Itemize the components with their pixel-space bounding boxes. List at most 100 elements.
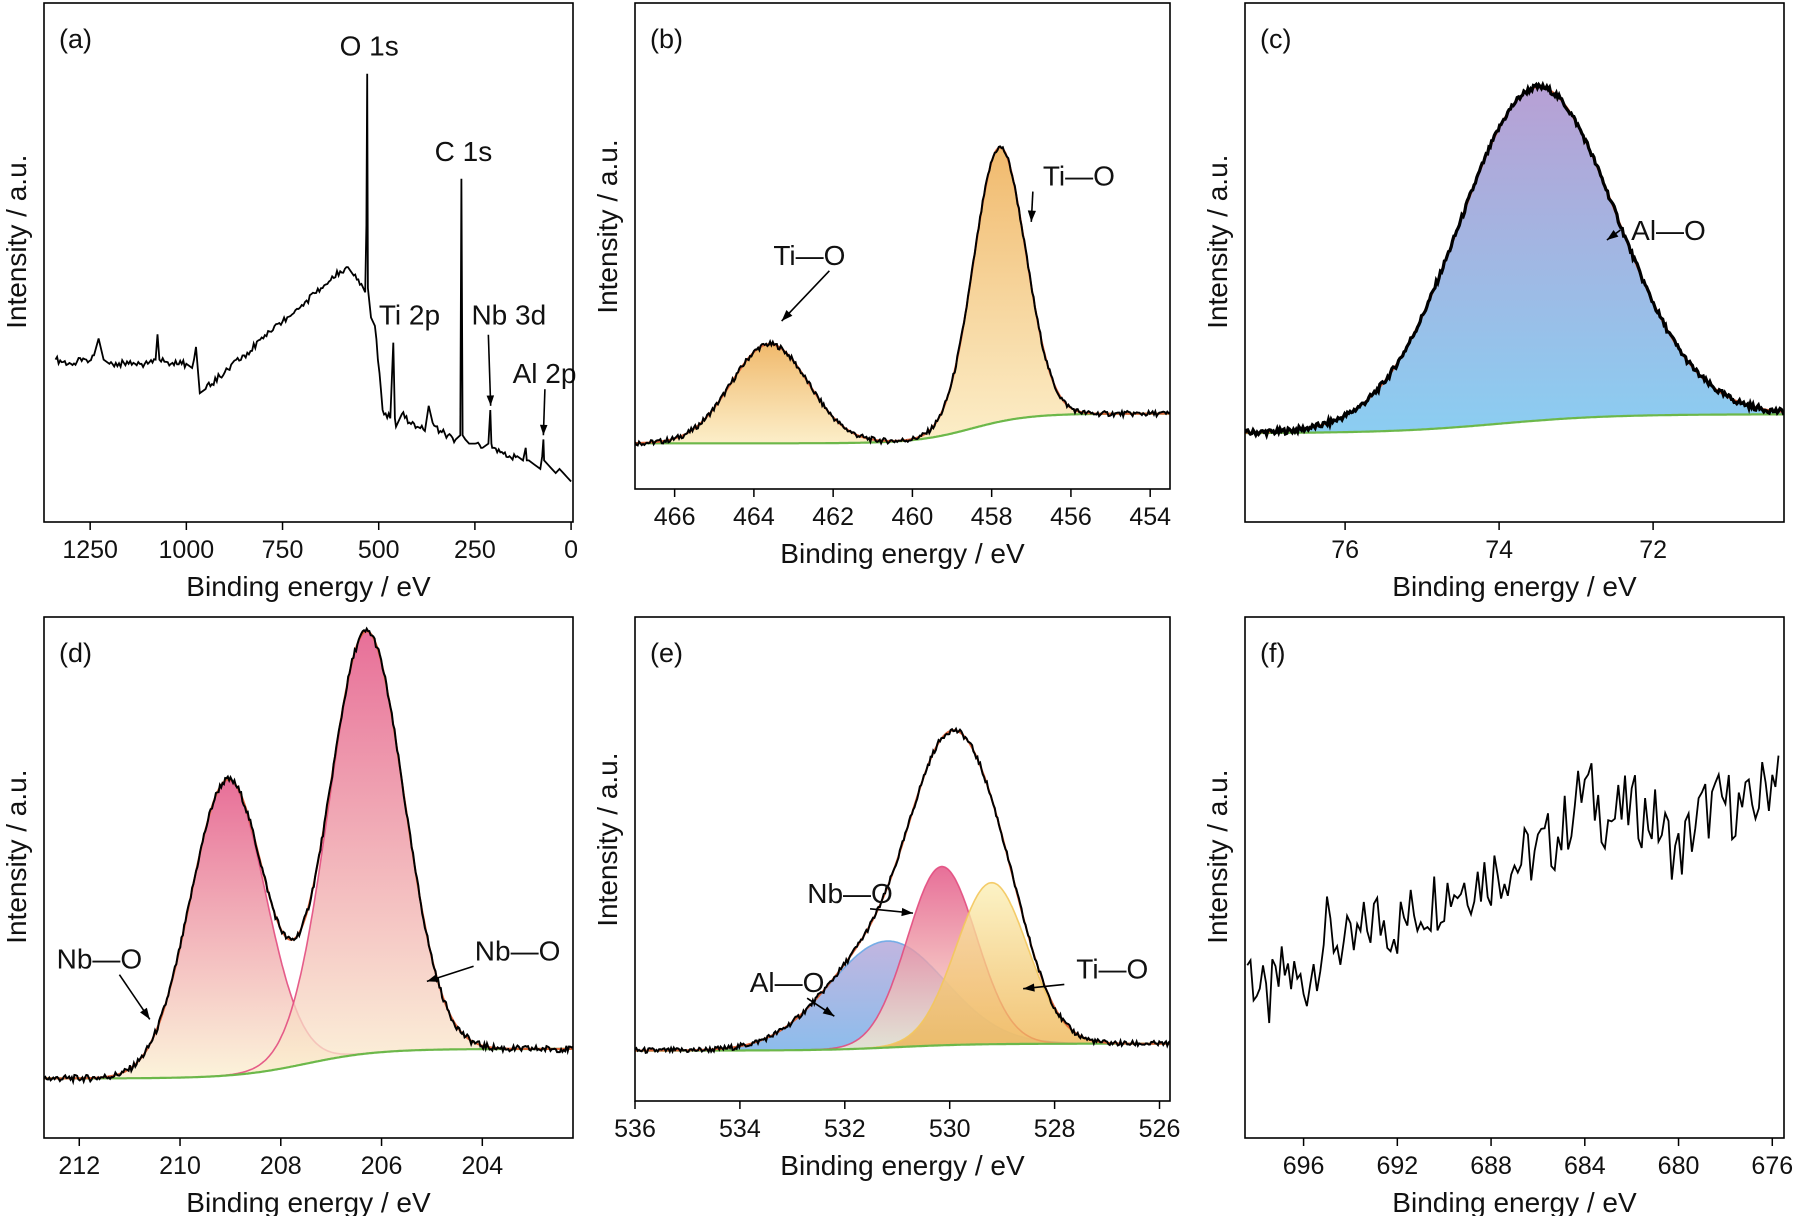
plot-frame bbox=[1244, 616, 1785, 1139]
peak-arrow-head bbox=[1023, 983, 1035, 992]
peak-label: Nb—O bbox=[57, 944, 143, 975]
y-axis-label: Intensity / a.u. bbox=[592, 139, 623, 313]
peak-label: Ti—O bbox=[773, 240, 845, 271]
plot-area bbox=[44, 626, 573, 1086]
peak-arrow-head bbox=[781, 310, 793, 322]
annotation-ti-2p: Ti 2p bbox=[379, 300, 440, 331]
x-tick-label: 460 bbox=[892, 503, 934, 531]
plot-frame bbox=[634, 616, 1171, 1102]
peak-fill-1 bbox=[635, 866, 1170, 1051]
peak-fill-2 bbox=[635, 882, 1170, 1051]
peak-label: Ti—O bbox=[1043, 161, 1115, 192]
x-tick-label: 456 bbox=[1050, 503, 1092, 531]
x-axis-label: Binding energy / eV bbox=[186, 1187, 431, 1216]
x-tick-label: 526 bbox=[1139, 1115, 1181, 1143]
survey-line bbox=[54, 73, 572, 483]
peak-label: Ti—O bbox=[1076, 953, 1148, 984]
annotation-al-2p: Al 2p bbox=[513, 358, 577, 389]
x-tick-label: 680 bbox=[1658, 1152, 1700, 1180]
plot-area bbox=[635, 145, 1170, 447]
x-tick-label: 250 bbox=[454, 536, 496, 564]
x-tick-label: 676 bbox=[1751, 1152, 1793, 1180]
arrow-nb3d bbox=[487, 334, 492, 406]
x-tick-label: 688 bbox=[1470, 1152, 1512, 1180]
x-axis-label: Binding energy / eV bbox=[186, 571, 431, 602]
plot-area bbox=[1245, 80, 1784, 441]
peak-label: Nb—O bbox=[807, 878, 893, 909]
peak-arrow-head bbox=[1027, 210, 1036, 222]
x-tick-label: 76 bbox=[1331, 536, 1359, 564]
plot-area bbox=[635, 726, 1170, 1055]
plot-area bbox=[1246, 755, 1780, 1024]
y-axis-label: Intensity / a.u. bbox=[1202, 769, 1233, 943]
x-tick-label: 532 bbox=[824, 1115, 866, 1143]
raw-spectrum bbox=[635, 145, 1170, 447]
x-tick-label: 466 bbox=[654, 503, 696, 531]
background-line bbox=[635, 1042, 1170, 1052]
y-axis-label: Intensity / a.u. bbox=[1, 155, 32, 329]
x-tick-label: 528 bbox=[1034, 1115, 1076, 1143]
panel-label: (c) bbox=[1260, 24, 1291, 54]
panel-label: (d) bbox=[59, 638, 92, 668]
peak-fill-0 bbox=[44, 780, 573, 1079]
x-tick-label: 458 bbox=[971, 503, 1013, 531]
peak-label: Al—O bbox=[1631, 215, 1706, 246]
peak-fill-0 bbox=[635, 344, 1170, 444]
x-tick-label: 0 bbox=[564, 536, 578, 564]
fit-envelope bbox=[635, 146, 1170, 445]
raw-spectrum bbox=[1245, 80, 1784, 441]
x-tick-label: 684 bbox=[1564, 1152, 1606, 1180]
panel-b: 466 464 462 460 458 456 454 Binding energy / eV… bbox=[592, 2, 1171, 569]
plot-frame bbox=[43, 2, 574, 523]
plot-frame bbox=[43, 616, 574, 1139]
peak-arrow-head bbox=[822, 1006, 835, 1017]
x-tick-label: 530 bbox=[929, 1115, 971, 1143]
annotation-o-1s: O 1s bbox=[340, 31, 399, 62]
y-axis-label: Intensity / a.u. bbox=[592, 752, 623, 926]
x-tick-label: 1000 bbox=[159, 536, 215, 564]
arrow-al2p-head bbox=[539, 424, 548, 436]
x-tick-label: 692 bbox=[1376, 1152, 1418, 1180]
spectrum-line bbox=[1246, 755, 1780, 1024]
x-axis-label: Binding energy / eV bbox=[1392, 571, 1637, 602]
plot-area bbox=[54, 73, 572, 483]
panel-f: 696 692 688 684 680 676 Binding energy / eV Int… bbox=[1202, 616, 1793, 1216]
x-tick-label: 206 bbox=[361, 1152, 403, 1180]
x-tick-label: 210 bbox=[159, 1152, 201, 1180]
peak-arrow-head bbox=[140, 1007, 150, 1020]
peak-label: Nb—O bbox=[475, 935, 561, 966]
peak-arrow-head bbox=[901, 907, 913, 917]
annotation-c-1s: C 1s bbox=[435, 136, 493, 167]
plot-frame bbox=[634, 2, 1171, 490]
peak-fill-0 bbox=[1245, 87, 1784, 433]
x-tick-label: 74 bbox=[1485, 536, 1513, 564]
raw-spectrum bbox=[635, 726, 1170, 1055]
x-axis-label: Binding energy / eV bbox=[1392, 1187, 1637, 1216]
peak-arrow bbox=[781, 270, 830, 322]
y-axis-label: Intensity / a.u. bbox=[1, 769, 32, 943]
peak-fill-1 bbox=[635, 147, 1170, 444]
x-tick-label: 750 bbox=[262, 536, 304, 564]
x-tick-label: 462 bbox=[812, 503, 854, 531]
plot-frame bbox=[1244, 2, 1785, 523]
annotation-nb-3d: Nb 3d bbox=[471, 300, 546, 331]
x-tick-label: 696 bbox=[1283, 1152, 1325, 1180]
x-tick-label: 454 bbox=[1129, 503, 1171, 531]
x-axis-label: Binding energy / eV bbox=[780, 538, 1025, 569]
x-tick-label: 204 bbox=[461, 1152, 503, 1180]
peak-line-1 bbox=[635, 146, 1170, 445]
panel-a: O 1s C 1s Ti 2p Nb 3d Al 2p 1250 1000 750 500 250… bbox=[1, 2, 578, 602]
peak-fill-1 bbox=[44, 631, 573, 1079]
x-tick-label: 500 bbox=[358, 536, 400, 564]
peak-label: Al—O bbox=[750, 967, 825, 998]
peak-arrow-head bbox=[426, 974, 439, 982]
panel-e: 536 534 532 530 528 526 Binding energy / eV Int… bbox=[592, 616, 1181, 1181]
x-tick-label: 536 bbox=[614, 1115, 656, 1143]
x-tick-label: 534 bbox=[719, 1115, 761, 1143]
x-tick-label: 212 bbox=[58, 1152, 100, 1180]
y-axis-label: Intensity / a.u. bbox=[1202, 155, 1233, 329]
background-line bbox=[1245, 413, 1784, 435]
raw-spectrum bbox=[44, 626, 573, 1086]
